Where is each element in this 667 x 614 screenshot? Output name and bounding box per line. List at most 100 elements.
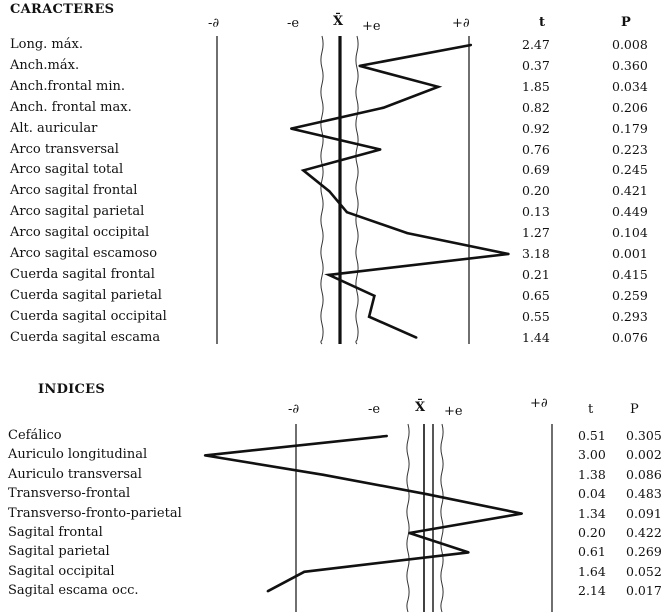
row-t-value: 0.92 xyxy=(522,120,550,136)
row-p-value: 0.002 xyxy=(626,447,662,463)
row-p-value: 0.091 xyxy=(626,505,662,521)
row-t-value: 0.21 xyxy=(522,266,550,282)
panel-title: CARACTERES xyxy=(10,2,115,17)
row-p-value: 0.052 xyxy=(626,563,662,579)
row-t-value: 0.20 xyxy=(522,183,550,199)
minus-e-line xyxy=(320,35,324,345)
header-plus-delta: +∂ xyxy=(452,16,470,31)
panel-title: INDICES xyxy=(38,382,106,397)
header-p: P xyxy=(630,402,639,417)
row-p-value: 0.001 xyxy=(612,246,648,261)
row-p-value: 0.086 xyxy=(626,466,662,482)
header-minus-delta: -∂ xyxy=(208,16,220,31)
profile-point xyxy=(367,315,371,318)
row-p-value: 0.223 xyxy=(612,141,648,157)
row-label: Arco sagital total xyxy=(10,162,124,178)
row-label: Cefálico xyxy=(8,428,62,443)
header-t: t xyxy=(539,15,546,30)
row-label: Alt. auricular xyxy=(10,120,98,136)
row-label: Arco sagital escamoso xyxy=(10,246,158,261)
header-minus-e: -e xyxy=(368,402,381,417)
row-label: Cuerda sagital occipital xyxy=(10,308,167,324)
row-t-value: 2.47 xyxy=(522,37,550,52)
row-label: Anch.máx. xyxy=(10,57,80,73)
row-label: Auriculo longitudinal xyxy=(8,447,148,463)
profile-point xyxy=(415,336,418,339)
caracteres-plot xyxy=(216,35,510,345)
row-label: Transverso-fronto-parietal xyxy=(8,505,182,521)
row-p-value: 0.305 xyxy=(626,428,662,443)
row-p-value: 0.360 xyxy=(612,57,648,73)
row-label: Sagital escama occ. xyxy=(8,583,139,599)
profile-point xyxy=(290,127,293,130)
row-p-value: 0.104 xyxy=(612,225,648,241)
row-label: Transverso-frontal xyxy=(8,486,131,502)
profile-point xyxy=(322,473,325,476)
row-p-value: 0.076 xyxy=(612,329,648,345)
row-label: Sagital occipital xyxy=(8,563,115,579)
row-t-value: 1.64 xyxy=(578,563,606,579)
row-p-value: 0.179 xyxy=(612,120,648,136)
profile-point xyxy=(436,85,440,89)
row-t-value: 0.69 xyxy=(522,162,550,178)
row-p-value: 0.034 xyxy=(612,78,648,94)
profile-point xyxy=(203,454,207,457)
header-plus-delta: +∂ xyxy=(530,396,548,411)
header-minus-delta: -∂ xyxy=(288,402,300,417)
row-t-value: 1.44 xyxy=(522,329,550,345)
row-p-value: 0.415 xyxy=(612,266,648,282)
profile-point xyxy=(467,551,470,554)
row-label: Long. máx. xyxy=(10,37,83,52)
row-p-value: 0.245 xyxy=(612,162,648,178)
row-t-value: 0.20 xyxy=(578,525,606,540)
row-t-value: 0.37 xyxy=(522,57,550,73)
indices-plot xyxy=(203,423,553,613)
row-t-value: 2.14 xyxy=(578,583,606,599)
profile-point xyxy=(382,106,385,109)
row-label: Anch. frontal max. xyxy=(10,99,132,115)
header-p: P xyxy=(621,15,631,30)
panel-indices: INDICES -∂ -e X̄ +e +∂ t P Cefálico 0.51 0… xyxy=(0,380,667,614)
row-t-value: 1.34 xyxy=(578,505,606,521)
row-p-value: 0.449 xyxy=(612,204,648,220)
profile-point xyxy=(327,273,331,277)
profile-line xyxy=(290,43,509,339)
profile-point xyxy=(469,43,473,47)
profile-point xyxy=(302,169,305,172)
row-t-value: 3.18 xyxy=(522,246,550,261)
row-p-value: 0.259 xyxy=(612,287,648,303)
row-p-value: 0.008 xyxy=(612,37,648,52)
profile-point xyxy=(266,590,269,593)
profile-point xyxy=(358,64,361,68)
header-plus-e: +e xyxy=(362,19,381,34)
row-p-value: 0.017 xyxy=(626,583,662,599)
panel-caracteres: CARACTERES -∂ -e X̄ +e +∂ t P Long. máx.… xyxy=(10,2,648,345)
row-t-value: 0.65 xyxy=(522,287,550,303)
profile-point xyxy=(379,148,382,151)
row-label: Arco transversal xyxy=(10,141,119,157)
row-t-value: 1.27 xyxy=(522,225,550,241)
row-label: Sagital frontal xyxy=(8,525,103,540)
row-t-value: 0.82 xyxy=(522,99,550,115)
row-t-value: 0.76 xyxy=(522,141,550,157)
plus-e-line xyxy=(355,35,359,345)
profile-line xyxy=(204,434,523,593)
row-t-value: 1.85 xyxy=(522,78,550,94)
row-label: Arco sagital frontal xyxy=(10,183,138,199)
profile-point xyxy=(303,570,306,573)
profile-point xyxy=(345,211,349,214)
profile-point xyxy=(385,434,388,438)
row-label: Cuerda sagital parietal xyxy=(10,287,162,303)
row-t-value: 3.00 xyxy=(578,447,606,463)
profile-point xyxy=(406,231,409,235)
row-label: Arco sagital occipital xyxy=(10,225,150,241)
row-label: Anch.frontal min. xyxy=(10,78,126,94)
header-t: t xyxy=(588,402,594,417)
profile-point xyxy=(507,252,510,256)
plus-e-line xyxy=(440,423,444,613)
header-mean: X̄ xyxy=(415,400,426,415)
row-p-value: 0.206 xyxy=(612,99,648,115)
row-label: Cuerda sagital frontal xyxy=(10,266,155,282)
row-p-value: 0.421 xyxy=(612,183,648,199)
header-plus-e: +e xyxy=(444,404,463,419)
